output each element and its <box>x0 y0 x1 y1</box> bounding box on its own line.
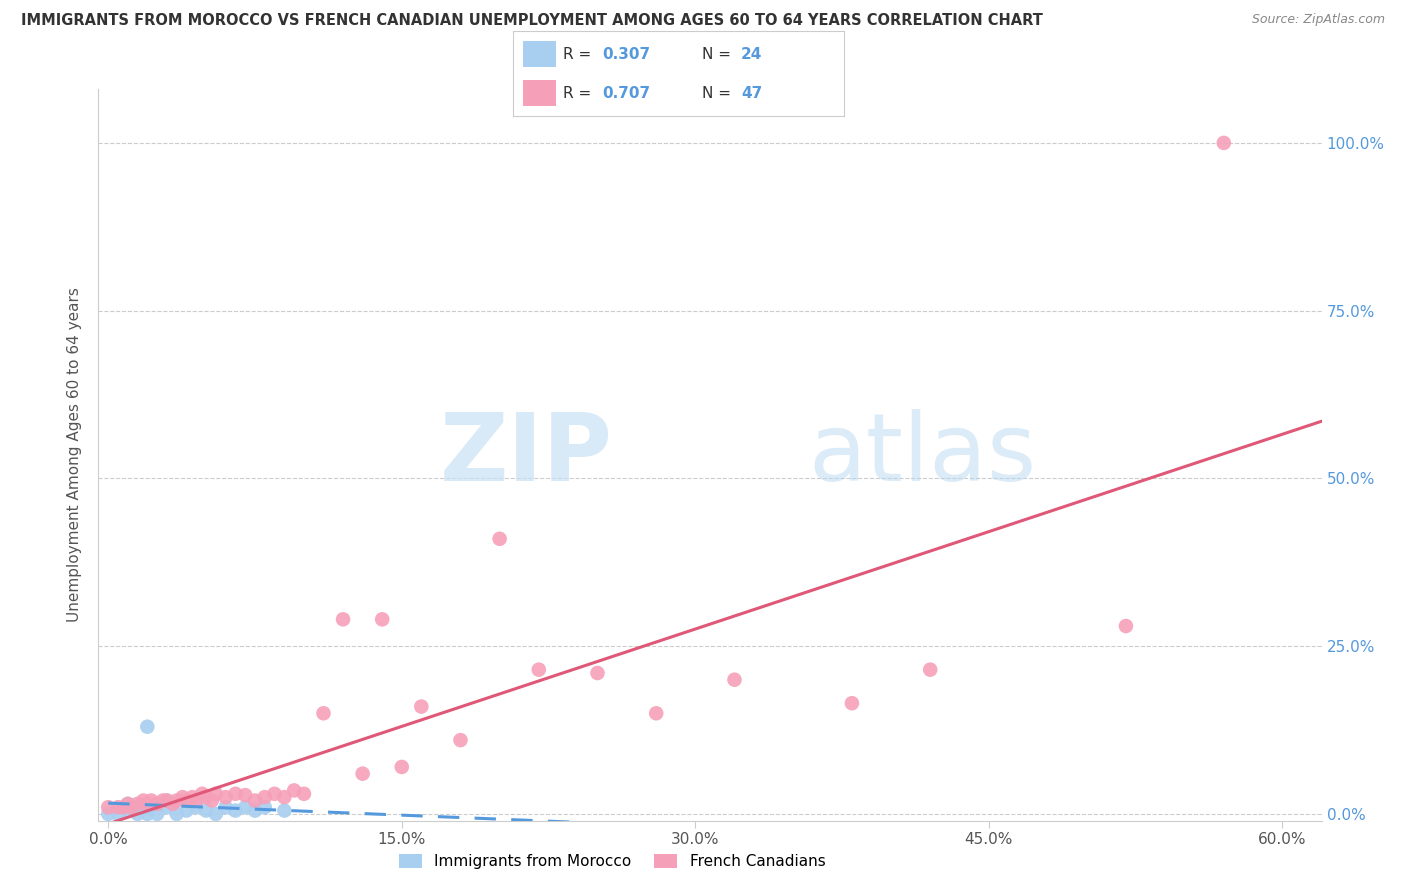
Point <box>117 797 139 811</box>
Point <box>127 797 149 811</box>
Point <box>233 800 256 814</box>
Point <box>112 800 135 814</box>
Point <box>214 790 236 805</box>
Point <box>224 804 246 818</box>
Point <box>195 790 218 805</box>
Point <box>97 806 120 821</box>
Point <box>920 663 942 677</box>
Point <box>162 797 184 811</box>
Point <box>527 663 550 677</box>
Text: N =: N = <box>702 46 735 62</box>
Point <box>586 665 609 680</box>
Point <box>176 793 198 807</box>
Point <box>166 806 188 821</box>
Point <box>191 787 214 801</box>
Point <box>107 806 129 821</box>
Point <box>195 804 218 818</box>
Point <box>263 787 285 801</box>
Point <box>312 706 335 721</box>
Point <box>107 800 129 814</box>
Text: 0.307: 0.307 <box>602 46 651 62</box>
Text: Source: ZipAtlas.com: Source: ZipAtlas.com <box>1251 13 1385 27</box>
Text: R =: R = <box>562 86 596 101</box>
Text: R =: R = <box>562 46 596 62</box>
Point <box>273 804 295 818</box>
Point <box>146 797 169 811</box>
Point <box>201 793 224 807</box>
Point <box>156 800 179 814</box>
Point <box>450 733 472 747</box>
Point <box>292 787 315 801</box>
Legend: Immigrants from Morocco, French Canadians: Immigrants from Morocco, French Canadian… <box>392 847 831 875</box>
Point <box>136 720 159 734</box>
Text: 0.707: 0.707 <box>602 86 651 101</box>
Point <box>97 800 120 814</box>
Point <box>127 806 149 821</box>
Text: ZIP: ZIP <box>439 409 612 501</box>
Text: IMMIGRANTS FROM MOROCCO VS FRENCH CANADIAN UNEMPLOYMENT AMONG AGES 60 TO 64 YEAR: IMMIGRANTS FROM MOROCCO VS FRENCH CANADI… <box>21 13 1043 29</box>
Point <box>273 790 295 805</box>
Point <box>186 793 208 807</box>
Point <box>156 793 179 807</box>
Point <box>117 797 139 811</box>
Point <box>141 793 163 807</box>
Point <box>488 532 510 546</box>
Point <box>166 793 188 807</box>
Point <box>233 788 256 802</box>
Point <box>121 800 143 814</box>
Point <box>253 790 276 805</box>
Bar <box>523 41 557 67</box>
Point <box>411 699 433 714</box>
Point <box>156 793 179 807</box>
Point <box>117 804 139 818</box>
Point <box>127 800 149 814</box>
Point <box>214 800 236 814</box>
Text: N =: N = <box>702 86 735 101</box>
Point <box>224 787 246 801</box>
Point <box>132 793 155 807</box>
Point <box>243 804 266 818</box>
Point <box>146 797 169 811</box>
Point <box>352 766 374 780</box>
Point <box>391 760 413 774</box>
Point <box>172 790 194 805</box>
Point <box>136 797 159 811</box>
Point <box>152 793 174 807</box>
Point <box>136 806 159 821</box>
Point <box>283 783 305 797</box>
Point <box>176 804 198 818</box>
Y-axis label: Unemployment Among Ages 60 to 64 years: Unemployment Among Ages 60 to 64 years <box>67 287 83 623</box>
Point <box>645 706 668 721</box>
Point <box>146 806 169 821</box>
Text: 47: 47 <box>741 86 762 101</box>
Point <box>723 673 745 687</box>
Point <box>1212 136 1234 150</box>
Point <box>136 800 159 814</box>
Point <box>371 612 394 626</box>
Point <box>1115 619 1137 633</box>
Point <box>243 793 266 807</box>
Point <box>186 800 208 814</box>
Point <box>253 800 276 814</box>
Text: 24: 24 <box>741 46 762 62</box>
Bar <box>523 80 557 106</box>
Point <box>205 787 228 801</box>
Point <box>205 806 228 821</box>
Point <box>332 612 354 626</box>
Text: atlas: atlas <box>808 409 1036 501</box>
Point <box>181 790 204 805</box>
Point <box>841 696 863 710</box>
